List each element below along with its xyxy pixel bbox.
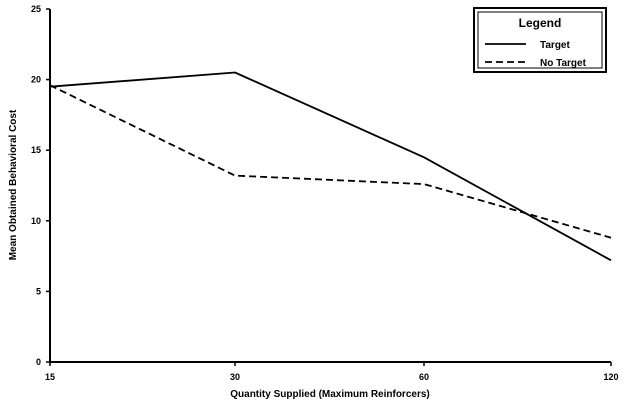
legend: Legend Target No Target (473, 7, 607, 73)
legend-frame-inner (477, 11, 603, 69)
x-tick-label-30: 30 (230, 372, 240, 382)
axes (49, 9, 611, 363)
legend-label-no-target: No Target (540, 58, 587, 69)
y-tick-label-5: 5 (36, 286, 41, 296)
x-tick-label-15: 15 (45, 372, 55, 382)
y-tick-label-10: 10 (31, 216, 41, 226)
y-tick-label-20: 20 (31, 75, 41, 85)
y-tick-label-25: 25 (31, 4, 41, 14)
y-tick-label-0: 0 (36, 357, 41, 367)
y-tick-label-15: 15 (31, 145, 41, 155)
x-tick-label-120: 120 (603, 372, 618, 382)
legend-title: Legend (519, 16, 562, 30)
x-ticks: 15 30 60 120 (45, 362, 619, 382)
legend-label-target: Target (540, 40, 570, 51)
series-layer (49, 71, 612, 262)
series-line-no-target (49, 84, 612, 239)
y-axis-title: Mean Obtained Behavioral Cost (8, 109, 19, 260)
series-line-target (49, 71, 612, 262)
x-tick-label-60: 60 (419, 372, 429, 382)
x-axis-title: Quantity Supplied (Maximum Reinforcers) (230, 389, 429, 400)
y-ticks: 0 5 10 15 20 25 (31, 4, 50, 367)
